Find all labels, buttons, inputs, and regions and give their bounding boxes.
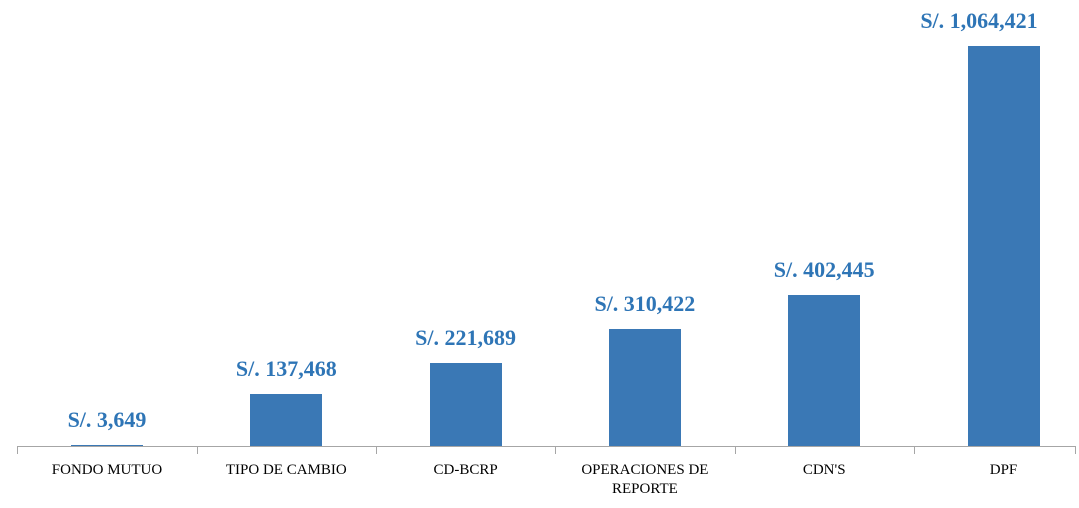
axis-tick bbox=[17, 446, 19, 454]
axis-tick bbox=[196, 446, 198, 454]
value-label: S/. 137,468 bbox=[235, 356, 337, 382]
x-tick-label: TIPO DE CAMBIO bbox=[225, 462, 347, 478]
axis-tick bbox=[734, 446, 736, 454]
x-tick-label: CDN'S bbox=[802, 462, 846, 478]
value-label: S/. 1,064,421 bbox=[920, 8, 1038, 33]
bar bbox=[967, 46, 1040, 446]
x-tick-label: CD-BCRP bbox=[433, 462, 498, 478]
bar bbox=[788, 294, 861, 446]
bar bbox=[250, 394, 323, 446]
x-axis bbox=[17, 446, 1075, 447]
axis-tick bbox=[375, 446, 377, 454]
axis-tick bbox=[555, 446, 557, 454]
x-tick-label: DPF bbox=[989, 462, 1018, 478]
x-tick-label: FONDO MUTUO bbox=[51, 462, 163, 478]
value-label: S/. 3,649 bbox=[67, 406, 147, 432]
bar bbox=[608, 329, 681, 446]
value-label: S/. 310,422 bbox=[594, 291, 696, 317]
x-tick-label: OPERACIONES DE REPORTE bbox=[581, 462, 709, 497]
value-label: S/. 221,689 bbox=[415, 324, 517, 350]
axis-tick bbox=[1075, 446, 1076, 454]
value-label: S/. 402,445 bbox=[773, 256, 875, 282]
axis-tick bbox=[913, 446, 915, 454]
bar bbox=[429, 362, 502, 446]
bar bbox=[71, 444, 143, 446]
